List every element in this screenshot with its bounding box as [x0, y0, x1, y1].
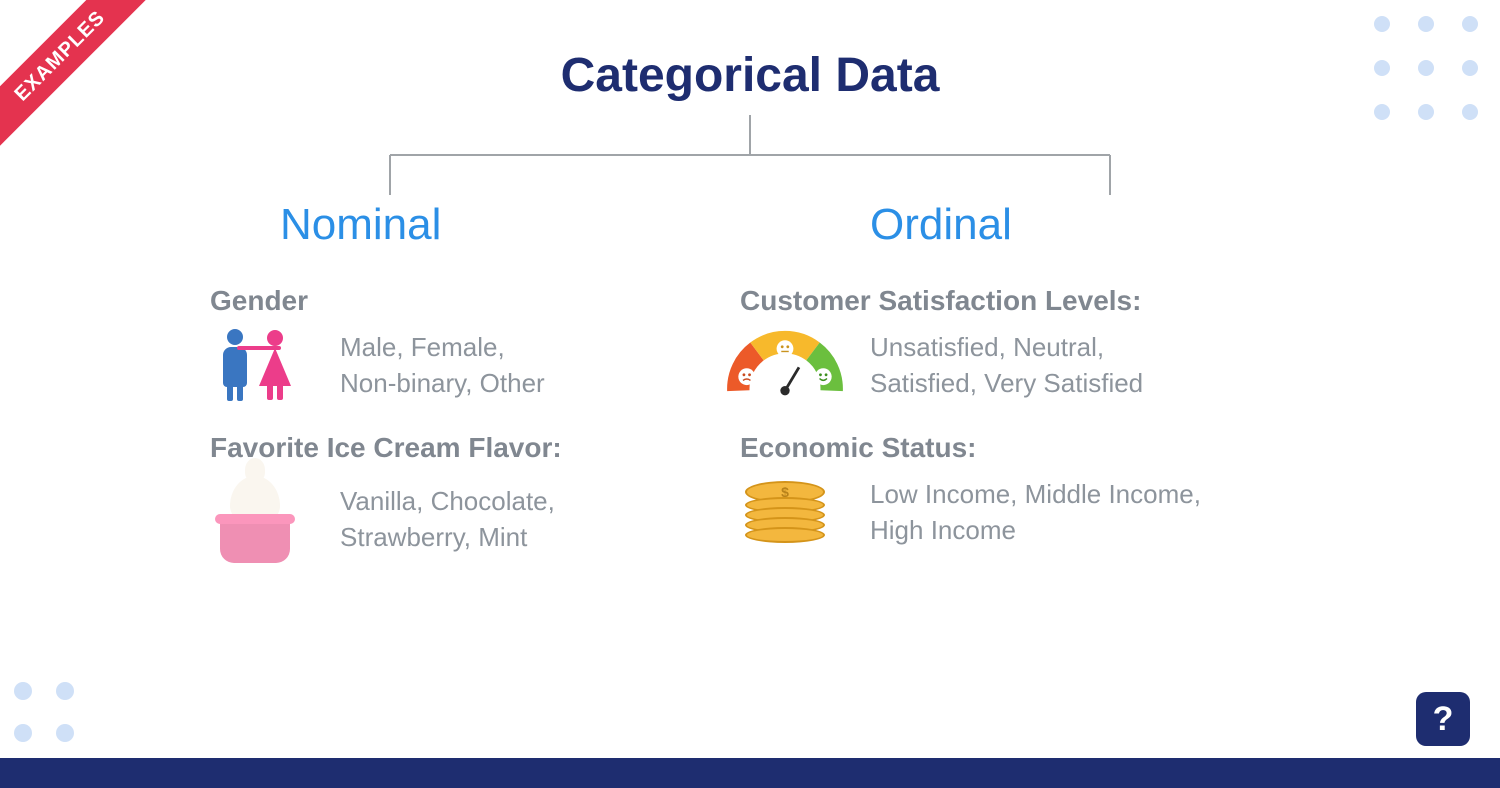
gauge-icon: [720, 330, 850, 400]
example-satisfaction: Customer Satisfaction Levels:: [720, 285, 1240, 402]
subtitle-ordinal: Ordinal: [870, 200, 1012, 250]
male-icon: [218, 329, 252, 401]
heading-icecream: Favorite Ice Cream Flavor:: [210, 432, 710, 464]
icecream-values: Vanilla, Chocolate, Strawberry, Mint: [340, 483, 555, 556]
heading-economic: Economic Status:: [740, 432, 1240, 464]
subtitle-nominal: Nominal: [280, 200, 441, 250]
example-icecream: Favorite Ice Cream Flavor: Vanilla, Choc…: [190, 432, 710, 563]
ordinal-column: Customer Satisfaction Levels:: [720, 285, 1240, 579]
heading-satisfaction: Customer Satisfaction Levels:: [740, 285, 1240, 317]
brand-logo: ?: [1416, 692, 1470, 746]
logo-glyph: ?: [1433, 700, 1454, 739]
icecream-icon: [190, 476, 320, 563]
dot-grid-bottom-left: [14, 682, 74, 742]
nominal-column: Gender Male, Female, Non-binary, Oth: [190, 285, 710, 593]
coins-icon: $: [720, 481, 850, 543]
example-gender: Gender Male, Female, Non-binary, Oth: [190, 285, 710, 402]
example-economic: Economic Status: $ Low Income, Middle In…: [720, 432, 1240, 549]
economic-values: Low Income, Middle Income, High Income: [870, 476, 1201, 549]
tree-bracket: [375, 115, 1125, 205]
female-icon: [258, 330, 292, 400]
footer-bar: [0, 758, 1500, 788]
satisfaction-values: Unsatisfied, Neutral, Satisfied, Very Sa…: [870, 329, 1143, 402]
page-title: Categorical Data: [0, 48, 1500, 103]
gender-values: Male, Female, Non-binary, Other: [340, 329, 545, 402]
heading-gender: Gender: [210, 285, 710, 317]
gender-icon: [190, 329, 320, 401]
